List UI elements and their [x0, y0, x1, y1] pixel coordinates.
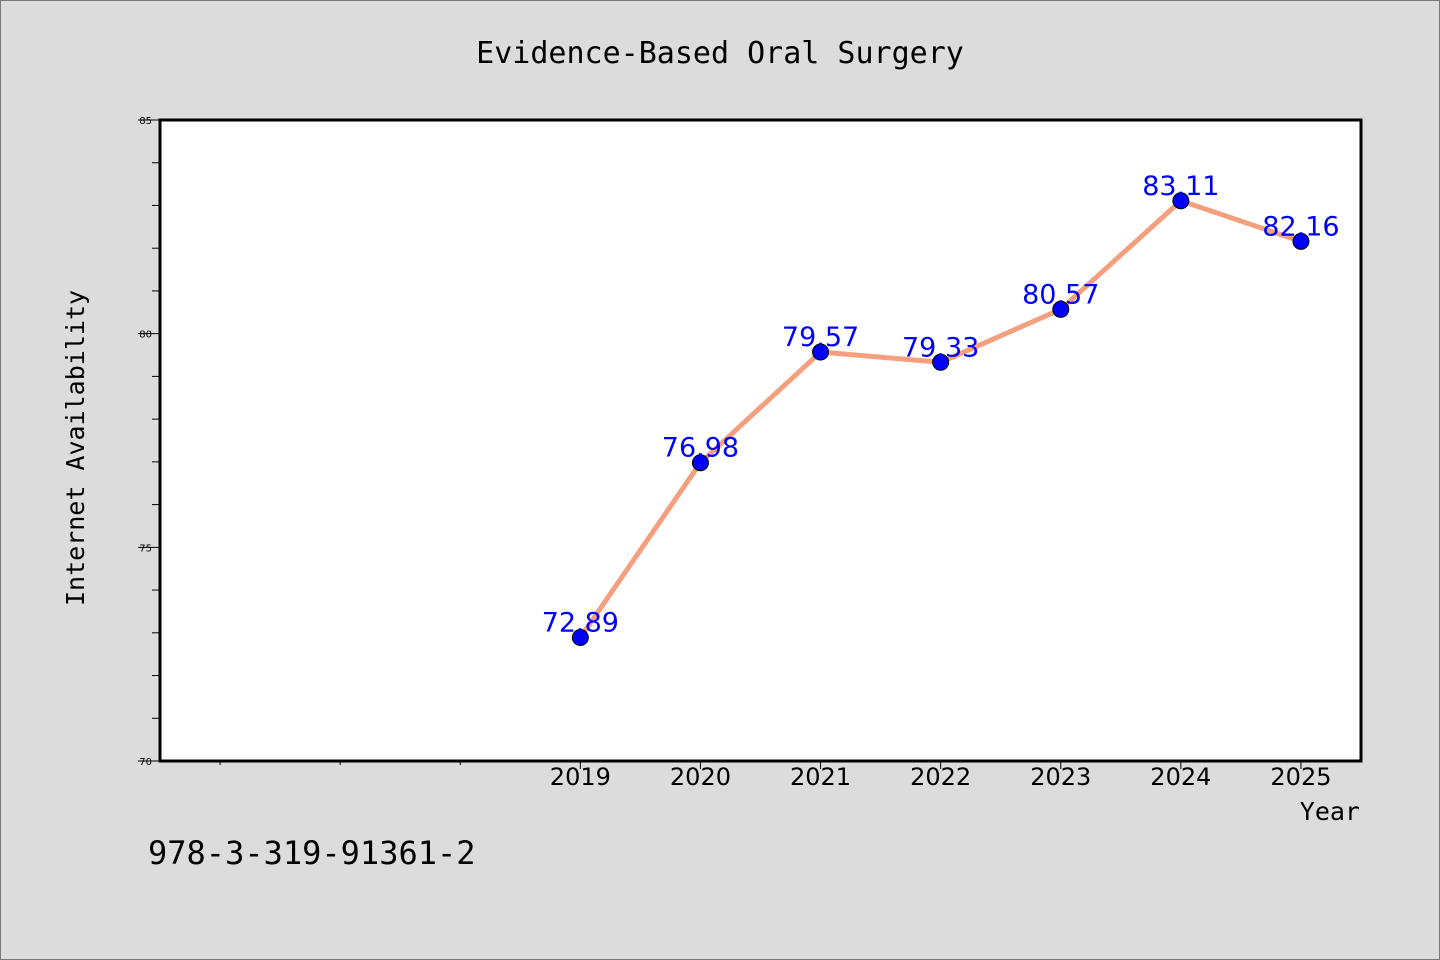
- x-tick-label: 2025: [1270, 763, 1331, 791]
- data-label: 82.16: [1262, 211, 1339, 242]
- y-axis-label: Internet Availability: [61, 290, 90, 606]
- y-tick-label: 75: [139, 543, 152, 554]
- plot-frame: [158, 118, 1363, 763]
- y-tick-label: 70: [139, 757, 152, 768]
- series-layer: [571, 192, 1310, 647]
- x-tick-label: 2021: [790, 763, 851, 791]
- data-point: [1172, 192, 1190, 210]
- x-tick-label: 2023: [1030, 763, 1091, 791]
- data-point: [812, 343, 830, 361]
- x-tick-label: 2020: [670, 763, 731, 791]
- isbn-text: 978-3-319-91361-2: [148, 834, 476, 872]
- data-point: [1292, 232, 1310, 250]
- data-label: 79.57: [782, 322, 859, 353]
- data-point: [932, 353, 950, 371]
- data-label: 72.89: [542, 608, 619, 639]
- chart-title: Evidence-Based Oral Surgery: [476, 36, 964, 71]
- axis-ticks: 70 75 80 85 2019 2020 2021 2022 2023 2024 2025: [138, 116, 1331, 791]
- plot-area: [160, 120, 1361, 761]
- data-label: 76.98: [662, 433, 739, 464]
- x-tick-label: 2019: [550, 763, 611, 791]
- data-point: [571, 629, 589, 647]
- data-label: 83.11: [1142, 171, 1219, 202]
- y-tick-label: 80: [139, 330, 152, 341]
- y-tick-label: 85: [139, 116, 152, 127]
- data-labels: 72.89 76.98 79.57 79.33 80.57 83.11 82.16: [542, 171, 1340, 639]
- x-tick-label: 2022: [910, 763, 971, 791]
- x-axis-label: Year: [1300, 797, 1360, 826]
- data-point: [1052, 300, 1070, 318]
- data-label: 79.33: [902, 332, 979, 363]
- data-label: 80.57: [1022, 279, 1099, 310]
- x-tick-label: 2024: [1150, 763, 1211, 791]
- data-point: [691, 454, 709, 472]
